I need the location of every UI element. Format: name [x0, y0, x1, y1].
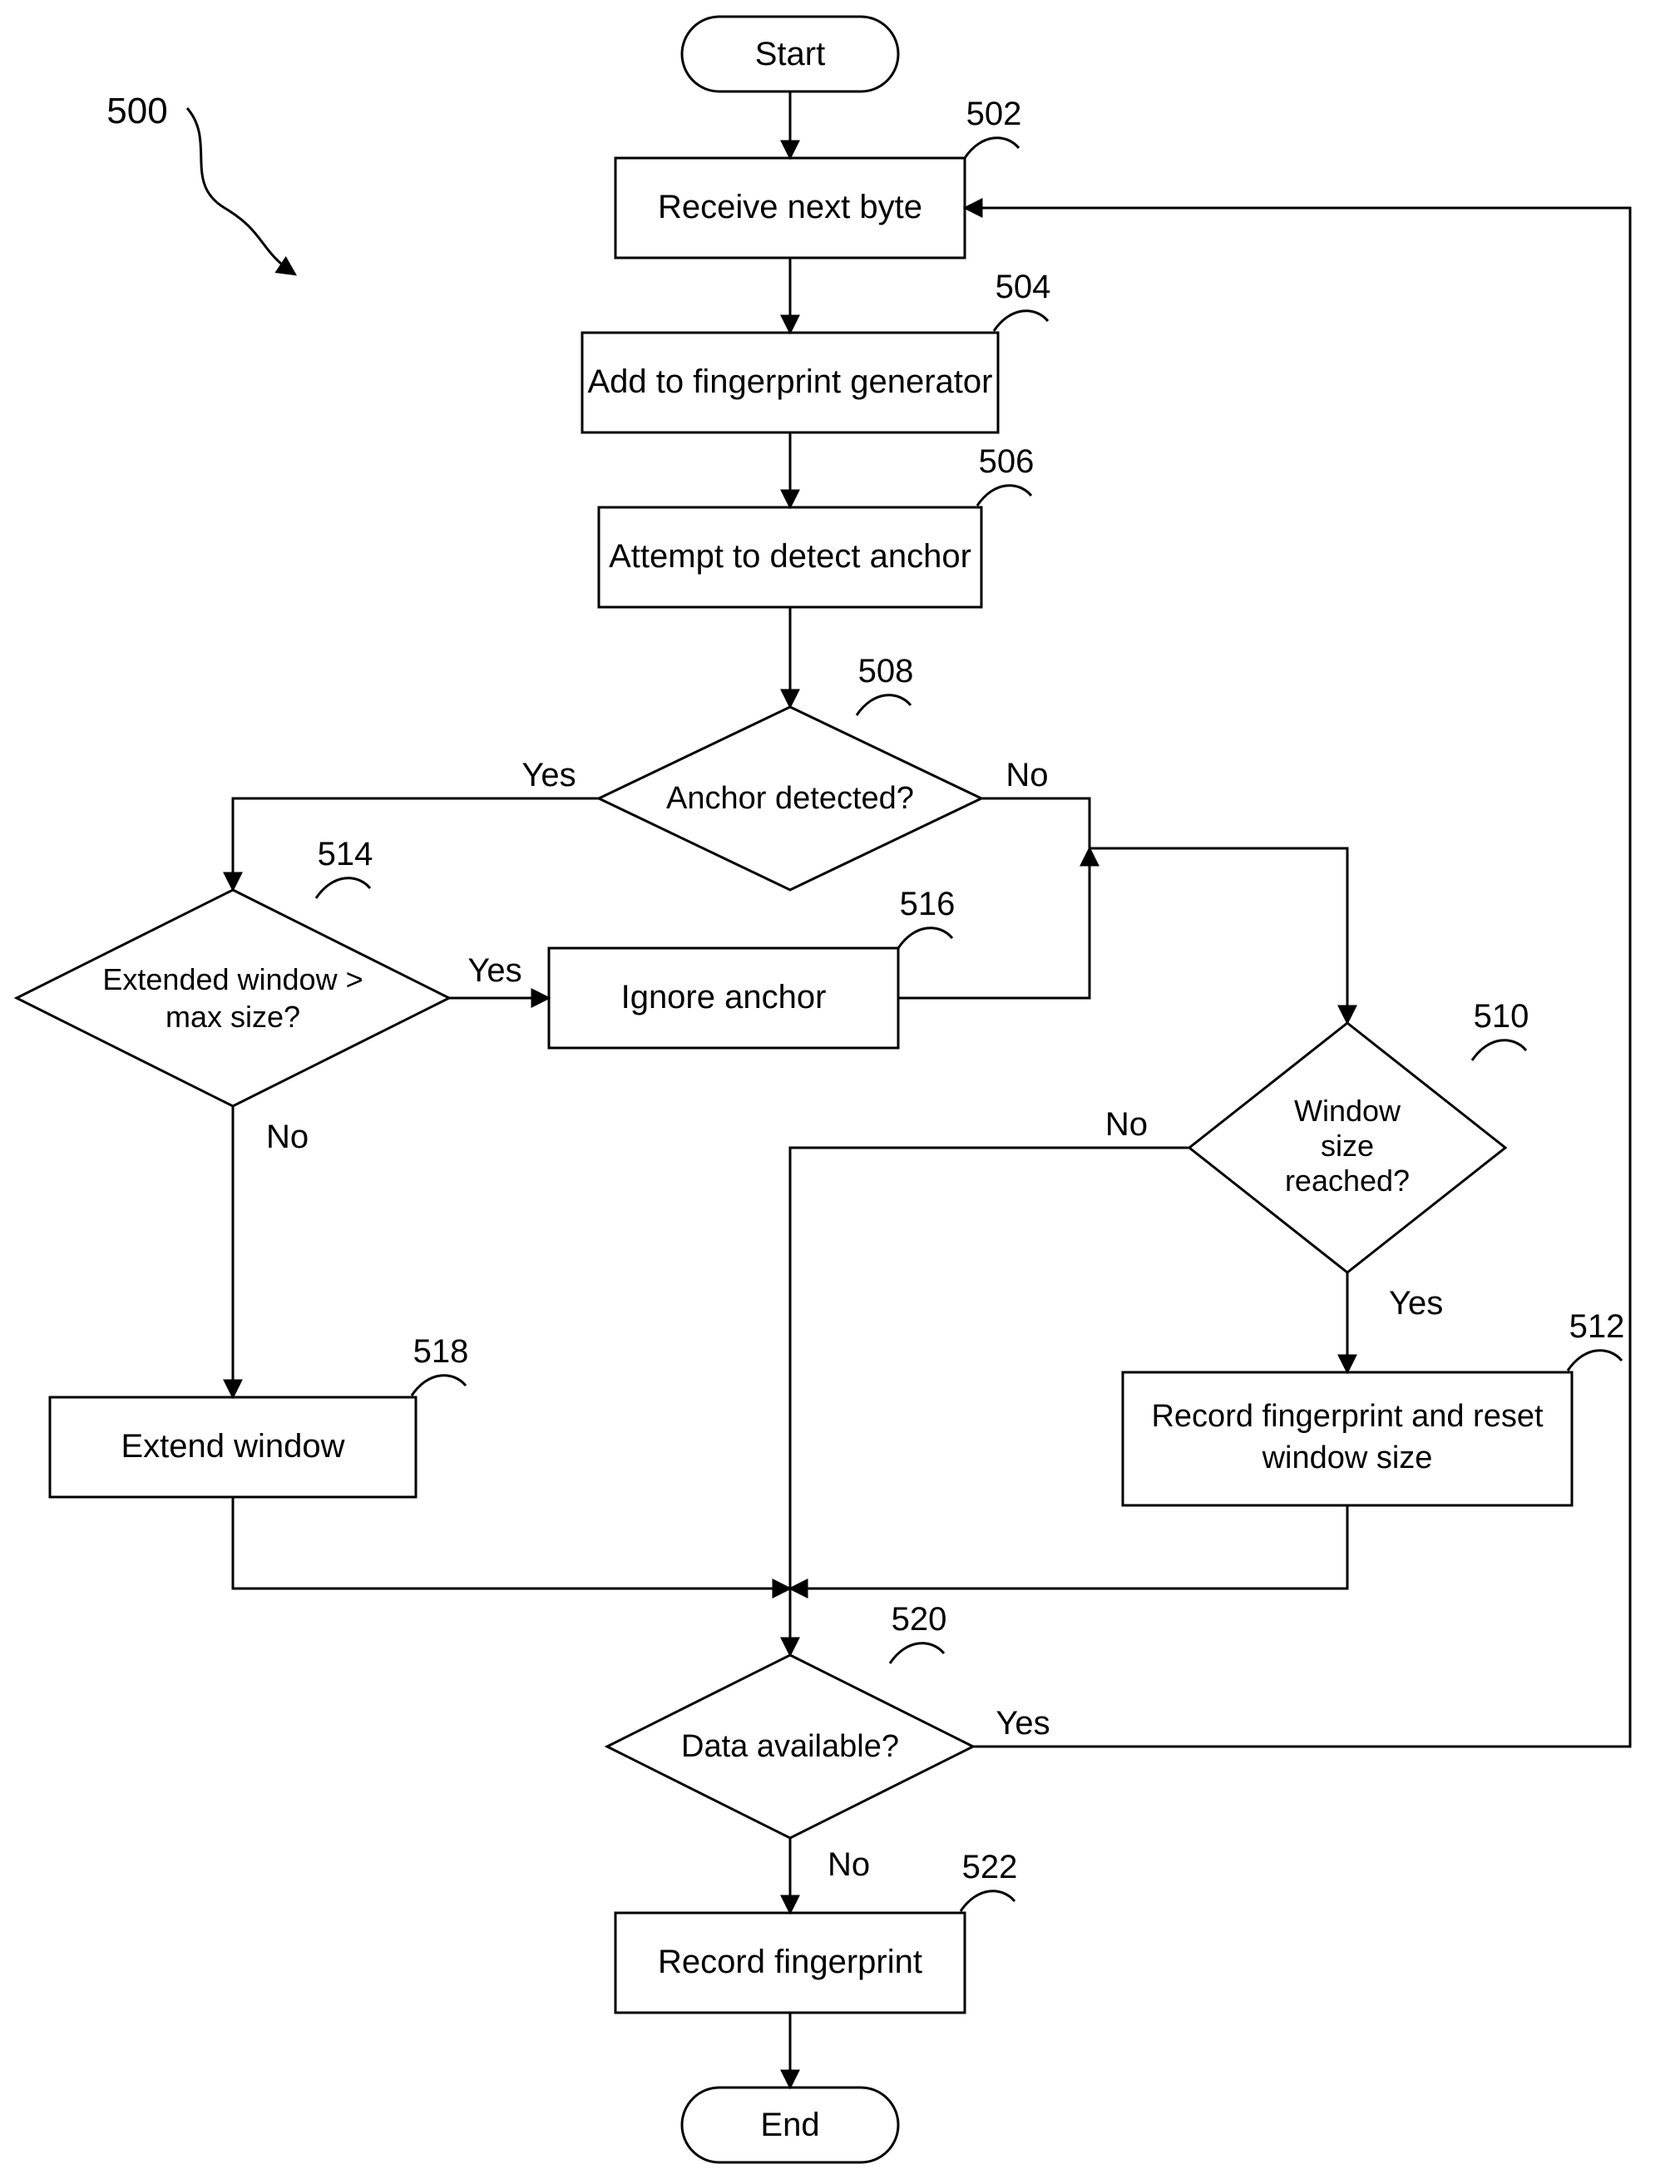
node-514-label-1: Extended window >: [102, 962, 363, 996]
node-520-label: Data available?: [681, 1729, 899, 1764]
node-506-label: Attempt to detect anchor: [609, 538, 971, 575]
node-506-ref: 506: [979, 443, 1035, 480]
figure-ref-arrow: [187, 108, 295, 274]
node-504-label: Add to fingerprint generator: [588, 363, 993, 400]
node-502-label: Receive next byte: [658, 189, 922, 225]
node-522-ref: 522: [962, 1849, 1018, 1885]
edge-510-join-label: No: [1105, 1106, 1148, 1143]
edge-512-join: [790, 1505, 1347, 1589]
edge-508-514: [233, 798, 599, 890]
figure-ref-label: 500: [106, 91, 167, 131]
edge-518-join: [233, 1497, 790, 1589]
node-518-ref: 518: [413, 1333, 469, 1370]
node-514-label-2: max size?: [166, 1000, 300, 1034]
node-510-label-2: size: [1321, 1129, 1374, 1163]
node-512: Record fingerprint and reset window size…: [1123, 1308, 1624, 1505]
edge-516-nopath: [898, 848, 1090, 998]
node-end: End: [682, 2088, 898, 2162]
node-520-ref: 520: [892, 1601, 947, 1638]
node-514-ref: 514: [318, 836, 373, 872]
edge-508-514-label: Yes: [521, 757, 576, 793]
node-end-label: End: [760, 2107, 819, 2143]
node-502-ref: 502: [966, 96, 1022, 132]
node-512-ref: 512: [1569, 1308, 1625, 1345]
node-502: Receive next byte 502: [615, 96, 1021, 258]
edge-508-510-label: No: [1006, 757, 1048, 793]
edge-510-join: [790, 1148, 1189, 1589]
node-518-label: Extend window: [121, 1428, 344, 1465]
node-508-ref: 508: [858, 653, 914, 689]
edge-520-502: [965, 208, 1630, 1747]
node-start-label: Start: [755, 36, 825, 72]
node-516: Ignore anchor 516: [549, 886, 955, 1048]
flowchart: 500 Start Receive next byte 502 Add to f…: [0, 0, 1680, 2184]
node-522-label: Record fingerprint: [658, 1944, 922, 1980]
node-510-label-3: reached?: [1285, 1164, 1410, 1198]
node-508-label: Anchor detected?: [666, 781, 914, 816]
edge-510-512-label: Yes: [1389, 1285, 1443, 1322]
edge-514-518-label: No: [266, 1119, 309, 1155]
node-512-label-1: Record fingerprint and reset: [1151, 1399, 1543, 1434]
node-516-ref: 516: [900, 886, 956, 922]
edge-520-502-label: Yes: [996, 1705, 1050, 1742]
figure-ref: 500: [106, 91, 295, 274]
node-518: Extend window 518: [50, 1333, 468, 1497]
node-516-label: Ignore anchor: [621, 979, 827, 1015]
node-510-label-1: Window: [1294, 1094, 1401, 1128]
edge-508-510: [981, 798, 1347, 1023]
node-506: Attempt to detect anchor 506: [599, 443, 1034, 607]
node-522: Record fingerprint 522: [615, 1849, 1017, 2013]
node-510: Window size reached? 510: [1189, 998, 1529, 1272]
edge-520-522-label: No: [828, 1846, 870, 1883]
node-504-ref: 504: [996, 269, 1051, 305]
node-504: Add to fingerprint generator 504: [582, 269, 1050, 432]
edge-514-516-label: Yes: [467, 952, 521, 989]
node-510-ref: 510: [1474, 998, 1529, 1035]
node-start: Start: [682, 17, 898, 91]
node-512-label-2: window size: [1262, 1440, 1433, 1475]
